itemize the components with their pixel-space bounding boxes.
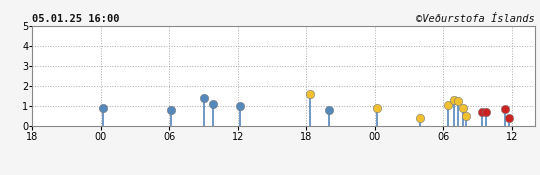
Text: ©Veðurstofa Íslands: ©Veðurstofa Íslands <box>416 14 535 24</box>
Text: 05.01.25 16:00: 05.01.25 16:00 <box>32 14 120 24</box>
